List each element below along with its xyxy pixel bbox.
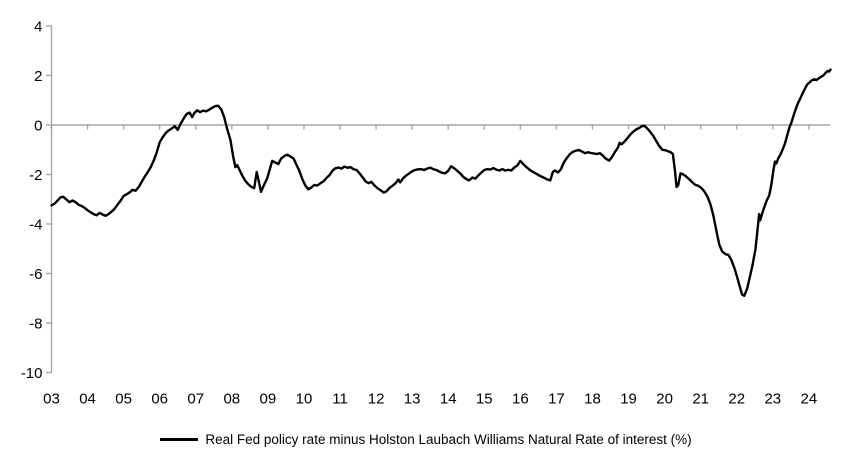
series-line (50, 68, 832, 297)
legend-label: Real Fed policy rate minus Holston Lauba… (205, 432, 692, 447)
x-tick-label: 06 (151, 391, 168, 408)
x-tick-label: 07 (187, 391, 204, 408)
x-tick-label: 12 (368, 391, 385, 408)
x-tick-label: 04 (79, 391, 96, 408)
x-tick-label: 20 (656, 391, 673, 408)
x-tick-label: 24 (801, 391, 818, 408)
chart-legend: Real Fed policy rate minus Holston Lauba… (0, 432, 852, 447)
x-tick-label: 18 (584, 391, 601, 408)
y-axis: 4 2 0 -2 -4 -6 -8 -10 (21, 19, 53, 382)
y-tick-label: 2 (34, 68, 42, 85)
x-tick-label: 17 (548, 391, 565, 408)
x-tick-label: 03 (43, 391, 60, 408)
y-tick-label: 4 (34, 19, 42, 36)
y-tick-label: -4 (29, 217, 42, 234)
x-tick-label: 14 (440, 391, 457, 408)
y-tick-label: -8 (29, 316, 42, 333)
x-tick-label: 19 (620, 391, 637, 408)
x-tick-label: 16 (512, 391, 529, 408)
x-tick-label: 15 (476, 391, 493, 408)
x-tick-label: 13 (404, 391, 421, 408)
legend-line-swatch (160, 438, 199, 441)
x-axis-zero-line: 03 04 05 06 07 08 09 10 11 12 13 14 15 16 17 18 19 20 21 22… (43, 124, 831, 408)
y-tick-label: -10 (21, 365, 43, 382)
x-tick-label: 21 (692, 391, 709, 408)
y-tick-label: -6 (29, 266, 42, 283)
x-tick-label: 11 (332, 391, 348, 408)
x-tick-label: 08 (223, 391, 240, 408)
x-tick-label: 22 (728, 391, 745, 408)
x-tick-label: 10 (296, 391, 313, 408)
y-tick-label: -2 (29, 167, 42, 184)
y-tick-label: 0 (34, 118, 42, 135)
x-tick-label: 05 (115, 391, 132, 408)
x-tick-label: 23 (764, 391, 781, 408)
x-tick-label: 09 (260, 391, 277, 408)
